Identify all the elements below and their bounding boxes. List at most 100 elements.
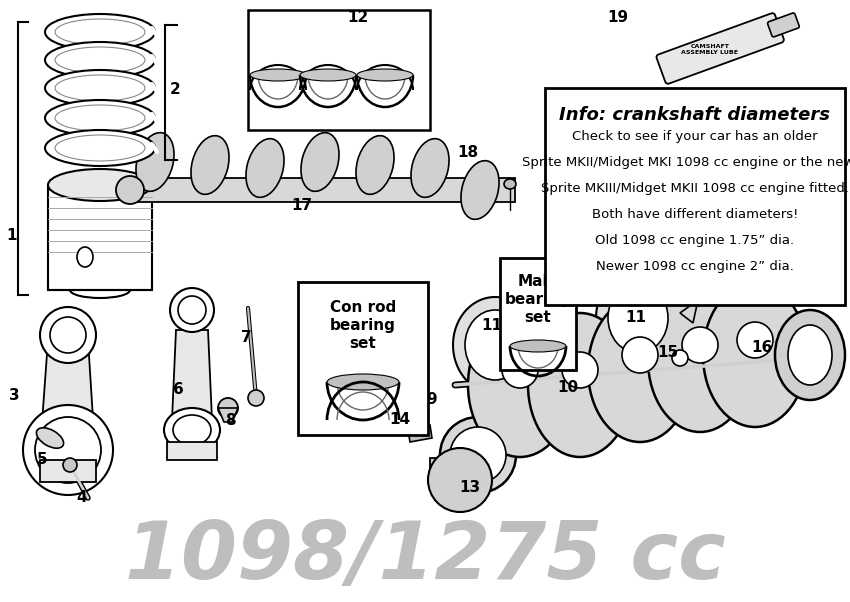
Ellipse shape — [35, 417, 101, 483]
Text: 6: 6 — [173, 382, 184, 397]
Ellipse shape — [468, 313, 572, 457]
Ellipse shape — [596, 270, 680, 366]
Ellipse shape — [737, 322, 773, 358]
Ellipse shape — [45, 14, 155, 50]
Ellipse shape — [63, 458, 77, 472]
Ellipse shape — [77, 247, 93, 267]
Ellipse shape — [164, 408, 220, 452]
Ellipse shape — [504, 179, 516, 189]
Ellipse shape — [682, 327, 718, 363]
FancyBboxPatch shape — [656, 13, 784, 84]
Text: 2: 2 — [170, 82, 180, 97]
Text: Check to see if your car has an older: Check to see if your car has an older — [572, 130, 818, 143]
Text: Sprite MKIII/Midget MKII 1098 cc engine fitted.: Sprite MKIII/Midget MKII 1098 cc engine … — [541, 182, 849, 195]
Text: 18: 18 — [457, 145, 479, 160]
Ellipse shape — [116, 176, 144, 204]
Text: Newer 1098 cc engine 2” dia.: Newer 1098 cc engine 2” dia. — [596, 260, 794, 273]
Ellipse shape — [55, 75, 145, 101]
Text: 13: 13 — [460, 480, 480, 495]
Bar — [130, 178, 515, 202]
Bar — [248, 10, 430, 130]
Text: 14: 14 — [389, 412, 411, 427]
Ellipse shape — [528, 313, 632, 457]
Text: 1: 1 — [7, 228, 17, 243]
Text: 8: 8 — [224, 413, 235, 428]
Text: 5: 5 — [37, 452, 48, 467]
Text: 7: 7 — [241, 330, 252, 345]
Ellipse shape — [136, 132, 174, 191]
Polygon shape — [40, 340, 95, 450]
Ellipse shape — [178, 296, 206, 324]
Ellipse shape — [50, 317, 86, 353]
Text: CAMSHAFT
ASSEMBLY LUBE: CAMSHAFT ASSEMBLY LUBE — [682, 44, 739, 55]
Ellipse shape — [327, 374, 399, 390]
Ellipse shape — [428, 448, 492, 512]
Text: Info: crankshaft diameters: Info: crankshaft diameters — [559, 106, 830, 124]
Ellipse shape — [250, 69, 306, 81]
Ellipse shape — [45, 42, 155, 78]
Ellipse shape — [55, 47, 145, 73]
Bar — [545, 88, 845, 305]
Ellipse shape — [23, 405, 113, 495]
Text: set: set — [524, 310, 552, 325]
Ellipse shape — [40, 307, 96, 363]
Ellipse shape — [502, 352, 538, 388]
Bar — [430, 458, 480, 488]
Ellipse shape — [301, 132, 339, 191]
Ellipse shape — [608, 283, 668, 353]
Text: 16: 16 — [751, 340, 773, 355]
FancyBboxPatch shape — [768, 13, 799, 37]
Ellipse shape — [775, 310, 845, 400]
Text: bearing: bearing — [330, 318, 396, 333]
Polygon shape — [172, 330, 212, 420]
Polygon shape — [680, 300, 698, 323]
Ellipse shape — [48, 169, 152, 201]
Text: 12: 12 — [348, 10, 369, 25]
Ellipse shape — [45, 70, 155, 106]
Text: bearing: bearing — [505, 292, 571, 307]
Ellipse shape — [55, 105, 145, 131]
Ellipse shape — [45, 100, 155, 136]
Text: 11: 11 — [481, 318, 502, 333]
Text: Sprite MKII/Midget MKI 1098 cc engine or the newer: Sprite MKII/Midget MKI 1098 cc engine or… — [522, 156, 850, 169]
Ellipse shape — [788, 325, 832, 385]
Ellipse shape — [453, 297, 537, 393]
Ellipse shape — [588, 298, 692, 442]
Polygon shape — [408, 425, 432, 442]
Ellipse shape — [248, 390, 264, 406]
Ellipse shape — [45, 130, 155, 166]
Ellipse shape — [411, 138, 449, 197]
Ellipse shape — [356, 135, 394, 194]
Ellipse shape — [357, 69, 413, 81]
Ellipse shape — [562, 352, 598, 388]
Ellipse shape — [672, 350, 688, 366]
Bar — [298, 282, 428, 435]
Ellipse shape — [170, 288, 214, 332]
Bar — [40, 460, 96, 482]
Ellipse shape — [461, 161, 499, 219]
Ellipse shape — [191, 135, 229, 194]
Ellipse shape — [55, 19, 145, 45]
Ellipse shape — [173, 415, 211, 445]
Ellipse shape — [440, 417, 516, 493]
Ellipse shape — [218, 398, 238, 418]
Text: 19: 19 — [608, 10, 628, 25]
Ellipse shape — [450, 427, 506, 483]
Ellipse shape — [648, 288, 752, 432]
Bar — [48, 185, 152, 290]
Ellipse shape — [55, 135, 145, 161]
Bar — [500, 258, 576, 370]
Text: 15: 15 — [657, 345, 678, 360]
Text: Main: Main — [518, 274, 558, 289]
Polygon shape — [218, 408, 238, 422]
Ellipse shape — [37, 428, 64, 448]
Ellipse shape — [703, 283, 807, 427]
Ellipse shape — [622, 337, 658, 373]
Text: 4: 4 — [76, 490, 88, 505]
Text: Con rod: Con rod — [330, 300, 396, 315]
Text: Old 1098 cc engine 1.75” dia.: Old 1098 cc engine 1.75” dia. — [596, 234, 795, 247]
Ellipse shape — [465, 310, 525, 380]
Text: 10: 10 — [558, 380, 579, 395]
Text: 17: 17 — [292, 198, 313, 213]
Polygon shape — [537, 327, 555, 350]
